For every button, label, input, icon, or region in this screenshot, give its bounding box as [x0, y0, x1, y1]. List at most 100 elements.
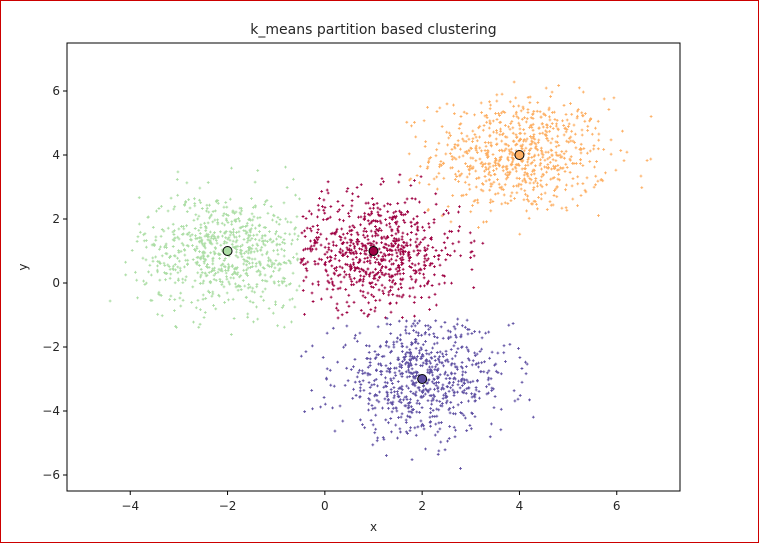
cluster-4-point: [385, 341, 388, 344]
cluster-1-point: [504, 147, 508, 151]
cluster-2-point: [395, 251, 399, 255]
cluster-4-point: [387, 345, 391, 349]
cluster-4-point: [520, 367, 524, 370]
cluster-2-point: [417, 268, 421, 272]
cluster-2-point: [410, 277, 414, 281]
cluster-3-point: [262, 203, 266, 206]
cluster-3-point: [263, 243, 267, 247]
cluster-4-point: [450, 362, 454, 365]
cluster-3-point: [171, 264, 175, 268]
cluster-3-point: [193, 248, 196, 251]
cluster-1-point: [567, 122, 571, 126]
cluster-1-point: [508, 127, 512, 131]
cluster-2-point: [370, 293, 374, 297]
cluster-2-point: [366, 219, 370, 223]
cluster-3-point: [218, 277, 222, 281]
cluster-4-point: [395, 340, 399, 344]
cluster-2-point: [348, 229, 352, 233]
cluster-3-point: [203, 241, 207, 245]
cluster-1-point: [539, 158, 542, 162]
cluster-1-point: [426, 165, 430, 169]
cluster-2-point: [400, 235, 404, 239]
cluster-4-point: [410, 458, 414, 462]
cluster-4-point: [531, 415, 535, 419]
cluster-2-point: [347, 211, 350, 215]
cluster-2-point: [366, 314, 370, 318]
cluster-2-point: [367, 313, 371, 316]
cluster-2-point: [379, 182, 383, 186]
cluster-2-point: [400, 237, 404, 241]
cluster-4-point: [367, 350, 371, 354]
cluster-3-point: [159, 234, 163, 238]
cluster-3-point: [270, 265, 273, 269]
cluster-1-point: [571, 197, 575, 201]
cluster-4-point: [408, 429, 412, 433]
cluster-1-point: [435, 175, 439, 179]
cluster-1-point: [619, 149, 623, 152]
cluster-4-point: [480, 347, 484, 351]
cluster-1-point: [519, 109, 523, 113]
cluster-4-point: [445, 358, 449, 362]
cluster-4-point: [471, 359, 475, 363]
cluster-3-point: [238, 211, 242, 215]
cluster-4-point: [361, 379, 365, 383]
cluster-1-point: [592, 185, 596, 189]
cluster-3-point: [248, 285, 252, 289]
cluster-2-point: [302, 263, 306, 267]
cluster-3-point: [246, 286, 250, 290]
cluster-2-point: [409, 266, 413, 269]
cluster-3-point: [209, 236, 213, 240]
cluster-4-point: [415, 374, 418, 377]
cluster-4-point: [513, 399, 517, 403]
cluster-4-point: [524, 372, 528, 376]
cluster-2-point: [392, 262, 395, 266]
cluster-1-point: [501, 165, 505, 169]
cluster-4-point: [399, 430, 402, 434]
cluster-4-point: [379, 364, 383, 367]
cluster-4-point: [451, 388, 455, 392]
cluster-4-point: [477, 390, 481, 393]
cluster-3-point: [141, 256, 145, 260]
cluster-1-point: [470, 147, 473, 150]
cluster-2-point: [390, 234, 394, 237]
cluster-1-point: [538, 110, 542, 114]
cluster-1-point: [461, 154, 465, 158]
cluster-1-point: [478, 124, 482, 128]
cluster-1-point: [532, 186, 536, 189]
cluster-3-point: [162, 229, 166, 233]
cluster-1-point: [562, 103, 566, 107]
cluster-2-point: [392, 211, 396, 215]
cluster-3-point: [168, 267, 172, 271]
cluster-3-point: [225, 275, 228, 279]
cluster-4-point: [461, 370, 465, 374]
cluster-4-point: [512, 389, 516, 393]
cluster-1-point: [501, 188, 505, 192]
cluster-3-point: [220, 283, 224, 287]
cluster-2-point: [352, 252, 356, 256]
cluster-4-point: [396, 380, 400, 383]
cluster-3-point: [293, 232, 297, 236]
cluster-3-point: [233, 282, 237, 286]
cluster-3-point: [198, 186, 202, 190]
cluster-4-point: [396, 392, 400, 396]
cluster-3-point: [254, 264, 258, 268]
cluster-3-point: [212, 235, 216, 238]
cluster-3-point: [201, 293, 205, 297]
cluster-2-point: [396, 230, 400, 234]
cluster-3-point: [205, 206, 209, 210]
cluster-4-point: [407, 370, 411, 374]
cluster-4-point: [397, 416, 400, 419]
cluster-3-point: [283, 277, 287, 280]
cluster-4-point: [452, 325, 456, 329]
cluster-2-point: [409, 184, 413, 187]
cluster-3-point: [201, 281, 205, 285]
cluster-1-point: [543, 191, 547, 195]
cluster-4-point: [430, 380, 434, 384]
cluster-1-point: [554, 151, 558, 155]
cluster-1-point: [513, 197, 516, 200]
cluster-4-point: [453, 377, 457, 381]
cluster-1-point: [488, 170, 491, 174]
cluster-3-point: [229, 333, 233, 336]
cluster-2-point: [384, 265, 388, 269]
cluster-1-point: [541, 125, 545, 129]
